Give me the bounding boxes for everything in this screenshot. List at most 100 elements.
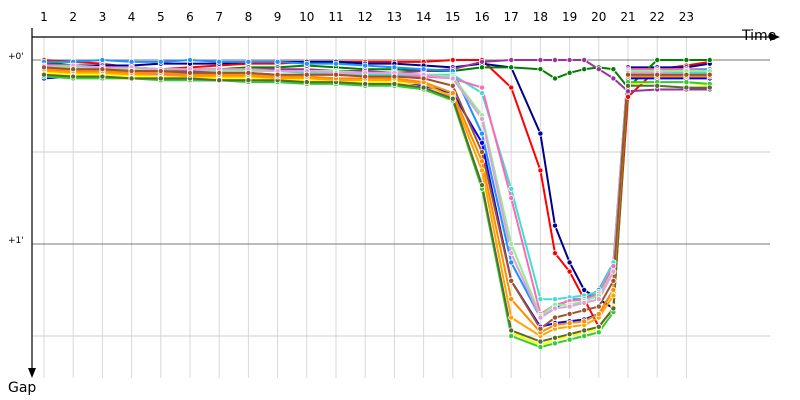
data-point bbox=[566, 69, 573, 76]
data-point bbox=[478, 130, 485, 137]
data-point bbox=[537, 314, 544, 321]
data-point bbox=[449, 95, 456, 102]
x-tick-label: 21 bbox=[620, 10, 635, 24]
data-point bbox=[245, 58, 252, 65]
data-point bbox=[478, 167, 485, 174]
x-tick-label: 18 bbox=[533, 10, 548, 24]
data-point bbox=[41, 71, 48, 78]
data-point bbox=[420, 84, 427, 91]
data-point bbox=[706, 57, 713, 64]
data-point bbox=[581, 327, 588, 334]
data-point bbox=[449, 75, 456, 82]
data-point bbox=[610, 263, 617, 270]
x-tick-label: 15 bbox=[445, 10, 460, 24]
data-point bbox=[303, 71, 310, 78]
data-point bbox=[610, 286, 617, 293]
chart-grid bbox=[32, 37, 770, 378]
data-point bbox=[41, 64, 48, 71]
x-tick-label: 2 bbox=[69, 10, 77, 24]
data-point bbox=[99, 57, 106, 64]
data-point bbox=[595, 323, 602, 330]
data-point bbox=[362, 73, 369, 80]
data-point bbox=[362, 62, 369, 69]
x-tick-label: 5 bbox=[157, 10, 165, 24]
data-point bbox=[566, 259, 573, 266]
data-point bbox=[216, 69, 223, 76]
data-point bbox=[625, 93, 632, 100]
data-point bbox=[449, 57, 456, 64]
data-point bbox=[552, 334, 559, 341]
data-point bbox=[552, 305, 559, 312]
data-point bbox=[610, 292, 617, 299]
x-tick-label: 22 bbox=[650, 10, 665, 24]
series-line-16 bbox=[43, 66, 710, 330]
x-tick-labels: 1 2 3 4 5 6 7 8 9 10 11 12 13 14 15 16 17 18 19 20 21 22 23 bbox=[40, 10, 694, 24]
data-point bbox=[449, 90, 456, 97]
data-point bbox=[70, 73, 77, 80]
data-point bbox=[478, 158, 485, 165]
data-point bbox=[683, 57, 690, 64]
data-point bbox=[449, 82, 456, 89]
data-point bbox=[581, 307, 588, 314]
x-tick-label: 23 bbox=[679, 10, 694, 24]
data-point bbox=[625, 82, 632, 89]
data-point bbox=[654, 71, 661, 78]
data-point bbox=[566, 331, 573, 338]
x-tick-label: 8 bbox=[245, 10, 253, 24]
series-line-15 bbox=[43, 68, 710, 334]
data-point bbox=[552, 296, 559, 303]
x-tick-label: 1 bbox=[40, 10, 48, 24]
data-point bbox=[566, 57, 573, 64]
series-line-6 bbox=[43, 66, 710, 301]
data-point bbox=[332, 71, 339, 78]
data-point bbox=[508, 240, 515, 247]
data-point bbox=[566, 303, 573, 310]
data-point bbox=[128, 58, 135, 65]
data-point bbox=[508, 314, 515, 321]
data-point bbox=[552, 222, 559, 229]
data-point bbox=[391, 73, 398, 80]
data-point bbox=[654, 82, 661, 89]
data-point bbox=[245, 69, 252, 76]
data-point bbox=[537, 167, 544, 174]
data-point bbox=[186, 69, 193, 76]
data-point bbox=[391, 64, 398, 71]
x-tick-label: 10 bbox=[299, 10, 314, 24]
data-point bbox=[274, 71, 281, 78]
x-tick-label: 19 bbox=[562, 10, 577, 24]
data-point bbox=[478, 84, 485, 91]
series-line-14 bbox=[44, 64, 710, 319]
data-point bbox=[625, 71, 632, 78]
data-point bbox=[654, 57, 661, 64]
data-point bbox=[245, 77, 252, 84]
data-point bbox=[99, 66, 106, 73]
data-point bbox=[581, 66, 588, 73]
data-point bbox=[595, 296, 602, 303]
data-point bbox=[303, 79, 310, 86]
data-point bbox=[508, 185, 515, 192]
data-point bbox=[216, 58, 223, 65]
data-point bbox=[537, 338, 544, 345]
data-point bbox=[274, 58, 281, 65]
data-point bbox=[537, 130, 544, 137]
data-point bbox=[157, 68, 164, 75]
data-point bbox=[552, 340, 559, 347]
x-tick-label: 14 bbox=[416, 10, 431, 24]
x-tick-label: 11 bbox=[328, 10, 343, 24]
data-point bbox=[420, 75, 427, 82]
data-point bbox=[70, 66, 77, 73]
data-point bbox=[566, 336, 573, 343]
x-axis-label: Time bbox=[741, 28, 776, 44]
data-point bbox=[706, 71, 713, 78]
data-point bbox=[128, 68, 135, 75]
data-point bbox=[508, 332, 515, 339]
data-point bbox=[595, 66, 602, 73]
data-point bbox=[508, 84, 515, 91]
data-point bbox=[537, 57, 544, 64]
data-point bbox=[552, 57, 559, 64]
data-point bbox=[508, 327, 515, 334]
y-tick-label: +0' bbox=[8, 52, 24, 62]
data-point bbox=[552, 250, 559, 257]
data-point bbox=[478, 148, 485, 155]
